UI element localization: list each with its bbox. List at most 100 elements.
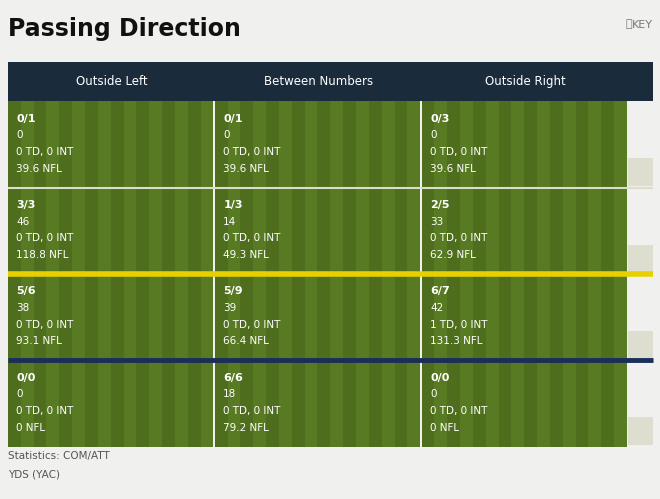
Bar (292, 274, 305, 360)
Bar (187, 274, 201, 360)
Bar (34, 188, 46, 274)
Text: 0 NFL: 0 NFL (16, 423, 46, 433)
Bar (137, 188, 149, 274)
Text: 39.6 NFL: 39.6 NFL (223, 164, 269, 174)
Bar (422, 188, 434, 274)
Text: 0 TD, 0 INT: 0 TD, 0 INT (223, 319, 280, 330)
Text: 0/0: 0/0 (430, 373, 449, 383)
Bar (550, 360, 563, 447)
Bar (614, 360, 627, 447)
Bar (214, 274, 228, 360)
Bar (524, 360, 537, 447)
Bar (8, 188, 20, 274)
Bar (72, 360, 85, 447)
Bar (434, 360, 447, 447)
Bar (614, 188, 627, 274)
Bar (343, 188, 356, 274)
Bar (266, 274, 279, 360)
Text: 0/1: 0/1 (16, 114, 36, 124)
Bar (59, 101, 72, 188)
Bar (576, 188, 589, 274)
Bar (369, 101, 381, 188)
Text: 42: 42 (430, 303, 444, 313)
Bar (85, 274, 98, 360)
Text: 0/3: 0/3 (430, 114, 449, 124)
Text: 79.2 NFL: 79.2 NFL (223, 423, 269, 433)
Bar (8, 360, 20, 447)
Bar (447, 274, 460, 360)
Text: 39.6 NFL: 39.6 NFL (430, 164, 476, 174)
Text: 5/9: 5/9 (223, 286, 243, 296)
Bar (550, 274, 563, 360)
Text: 38: 38 (16, 303, 30, 313)
Bar (201, 274, 213, 360)
Text: 0: 0 (16, 389, 23, 399)
Text: 6/7: 6/7 (430, 286, 450, 296)
Bar (253, 101, 266, 188)
Bar (422, 360, 434, 447)
Bar (123, 360, 137, 447)
Bar (601, 188, 614, 274)
Bar (72, 101, 85, 188)
Bar (187, 188, 201, 274)
Text: 6/6: 6/6 (223, 373, 243, 383)
Bar (447, 360, 460, 447)
Bar (395, 101, 407, 188)
Bar (563, 274, 576, 360)
Bar (123, 274, 137, 360)
Text: Statistics: COM/ATT: Statistics: COM/ATT (8, 451, 110, 461)
Bar (149, 188, 162, 274)
Text: 118.8 NFL: 118.8 NFL (16, 250, 69, 260)
Bar (576, 274, 589, 360)
Bar (72, 188, 85, 274)
Text: 0 TD, 0 INT: 0 TD, 0 INT (223, 406, 280, 416)
Text: 66.4 NFL: 66.4 NFL (223, 336, 269, 346)
Bar (537, 101, 550, 188)
Bar (240, 360, 253, 447)
Bar (8, 101, 20, 188)
Bar (20, 274, 34, 360)
Bar (434, 274, 447, 360)
Text: 39: 39 (223, 303, 236, 313)
Bar (85, 101, 98, 188)
Text: Outside Left: Outside Left (75, 75, 147, 88)
Bar (628, 158, 653, 186)
Bar (460, 188, 473, 274)
Bar (407, 360, 420, 447)
Bar (266, 101, 279, 188)
Text: 0/1: 0/1 (223, 114, 243, 124)
Text: 131.3 NFL: 131.3 NFL (430, 336, 482, 346)
Bar (512, 360, 524, 447)
Bar (292, 101, 305, 188)
Bar (498, 188, 512, 274)
Text: 1 TD, 0 INT: 1 TD, 0 INT (430, 319, 488, 330)
Bar (137, 274, 149, 360)
Text: 0/0: 0/0 (16, 373, 36, 383)
Bar (137, 101, 149, 188)
Bar (98, 101, 111, 188)
Bar (537, 188, 550, 274)
Bar (460, 360, 473, 447)
Bar (240, 101, 253, 188)
Bar (486, 188, 498, 274)
Text: 20+: 20+ (631, 168, 651, 177)
Bar (305, 188, 317, 274)
Bar (369, 188, 381, 274)
Bar (614, 101, 627, 188)
Bar (460, 274, 473, 360)
Bar (59, 274, 72, 360)
Bar (628, 245, 653, 272)
Text: 0: 0 (223, 130, 230, 140)
Text: 0 NFL: 0 NFL (430, 423, 459, 433)
Bar (434, 188, 447, 274)
Bar (20, 360, 34, 447)
Bar (356, 101, 369, 188)
Text: 39.6 NFL: 39.6 NFL (16, 164, 63, 174)
Bar (266, 188, 279, 274)
Text: 2/5: 2/5 (430, 200, 449, 210)
Text: 0 TD, 0 INT: 0 TD, 0 INT (16, 233, 74, 244)
Bar (486, 274, 498, 360)
Bar (601, 101, 614, 188)
Text: 46: 46 (16, 217, 30, 227)
Text: 0 TD, 0 INT: 0 TD, 0 INT (16, 147, 74, 157)
